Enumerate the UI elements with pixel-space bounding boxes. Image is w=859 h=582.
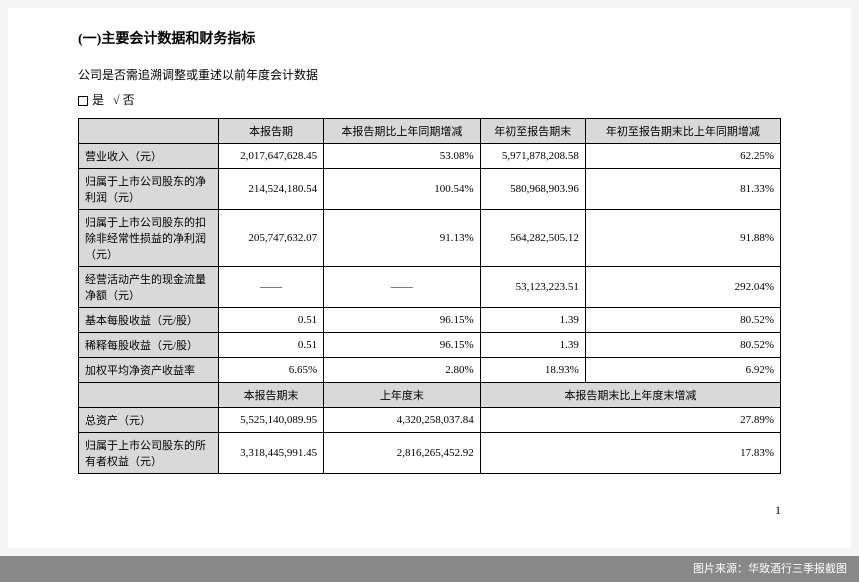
financial-table: 本报告期 本报告期比上年同期增减 年初至报告期末 年初至报告期末比上年同期增减 … — [78, 118, 781, 474]
table-row: 稀释每股收益（元/股）0.5196.15%1.3980.52% — [79, 333, 781, 358]
section-title: (一)主要会计数据和财务指标 — [78, 28, 781, 48]
cell: 292.04% — [585, 267, 780, 308]
cell: 53.08% — [324, 144, 481, 169]
cell: 6.65% — [219, 358, 324, 383]
cell: 3,318,445,991.45 — [219, 433, 324, 474]
cell: 6.92% — [585, 358, 780, 383]
cell: 80.52% — [585, 308, 780, 333]
table-row: 营业收入（元）2,017,647,628.4553.08%5,971,878,2… — [79, 144, 781, 169]
cell: 2.80% — [324, 358, 481, 383]
subtitle-text: 公司是否需追溯调整或重述以前年度会计数据 — [78, 66, 781, 83]
cell: 100.54% — [324, 169, 481, 210]
checkbox-no-label: 否 — [123, 93, 135, 107]
table-row: 归属于上市公司股东的所有者权益（元）3,318,445,991.452,816,… — [79, 433, 781, 474]
cell: 81.33% — [585, 169, 780, 210]
cell: 5,525,140,089.95 — [219, 408, 324, 433]
cell: 62.25% — [585, 144, 780, 169]
checkbox-yes-label: 是 — [92, 93, 104, 107]
document-page: (一)主要会计数据和财务指标 公司是否需追溯调整或重述以前年度会计数据 是 √ … — [8, 8, 851, 548]
header2-col2: 上年度末 — [324, 383, 481, 408]
cell: 205,747,632.07 — [219, 210, 324, 267]
cell: 53,123,223.51 — [480, 267, 585, 308]
cell: 2,017,647,628.45 — [219, 144, 324, 169]
row-label: 总资产（元） — [79, 408, 219, 433]
cell: 96.15% — [324, 333, 481, 358]
table-row: 基本每股收益（元/股）0.5196.15%1.3980.52% — [79, 308, 781, 333]
row-label: 归属于上市公司股东的净利润（元） — [79, 169, 219, 210]
row-label: 归属于上市公司股东的扣除非经常性损益的净利润（元） — [79, 210, 219, 267]
table-row: 加权平均净资产收益率6.65%2.80%18.93%6.92% — [79, 358, 781, 383]
header-col3: 年初至报告期末 — [480, 119, 585, 144]
header-blank — [79, 119, 219, 144]
cell: 27.89% — [480, 408, 780, 433]
checkbox-yes — [78, 96, 88, 106]
cell: 91.13% — [324, 210, 481, 267]
header-col1: 本报告期 — [219, 119, 324, 144]
image-source-footer: 图片来源：华致酒行三季报截图 — [0, 556, 859, 582]
table-row: 归属于上市公司股东的净利润（元）214,524,180.54100.54%580… — [79, 169, 781, 210]
cell: 2,816,265,452.92 — [324, 433, 481, 474]
header2-col3: 本报告期末比上年度末增减 — [480, 383, 780, 408]
checkmark-icon: √ — [113, 93, 120, 107]
header2-col1: 本报告期末 — [219, 383, 324, 408]
cell: 5,971,878,208.58 — [480, 144, 585, 169]
table-header-row: 本报告期 本报告期比上年同期增减 年初至报告期末 年初至报告期末比上年同期增减 — [79, 119, 781, 144]
header-col4: 年初至报告期末比上年同期增减 — [585, 119, 780, 144]
cell: 564,282,505.12 — [480, 210, 585, 267]
cell: 17.83% — [480, 433, 780, 474]
row-label: 归属于上市公司股东的所有者权益（元） — [79, 433, 219, 474]
row-label: 经营活动产生的现金流量净额（元） — [79, 267, 219, 308]
cell: 80.52% — [585, 333, 780, 358]
row-label: 加权平均净资产收益率 — [79, 358, 219, 383]
cell: 18.93% — [480, 358, 585, 383]
cell: —— — [219, 267, 324, 308]
cell: 91.88% — [585, 210, 780, 267]
cell: 1.39 — [480, 333, 585, 358]
header-col2: 本报告期比上年同期增减 — [324, 119, 481, 144]
cell: 0.51 — [219, 333, 324, 358]
cell: 4,320,258,037.84 — [324, 408, 481, 433]
table-row: 归属于上市公司股东的扣除非经常性损益的净利润（元）205,747,632.079… — [79, 210, 781, 267]
cell: 214,524,180.54 — [219, 169, 324, 210]
cell: 96.15% — [324, 308, 481, 333]
header-blank — [79, 383, 219, 408]
row-label: 基本每股收益（元/股） — [79, 308, 219, 333]
cell: 1.39 — [480, 308, 585, 333]
cell: —— — [324, 267, 481, 308]
cell: 0.51 — [219, 308, 324, 333]
row-label: 稀释每股收益（元/股） — [79, 333, 219, 358]
cell: 580,968,903.96 — [480, 169, 585, 210]
page-number: 1 — [775, 503, 781, 518]
table-row: 总资产（元）5,525,140,089.954,320,258,037.8427… — [79, 408, 781, 433]
row-label: 营业收入（元） — [79, 144, 219, 169]
table-header-row-2: 本报告期末 上年度末 本报告期末比上年度末增减 — [79, 383, 781, 408]
table-row: 经营活动产生的现金流量净额（元）————53,123,223.51292.04% — [79, 267, 781, 308]
checkbox-row: 是 √ 否 — [78, 91, 781, 108]
